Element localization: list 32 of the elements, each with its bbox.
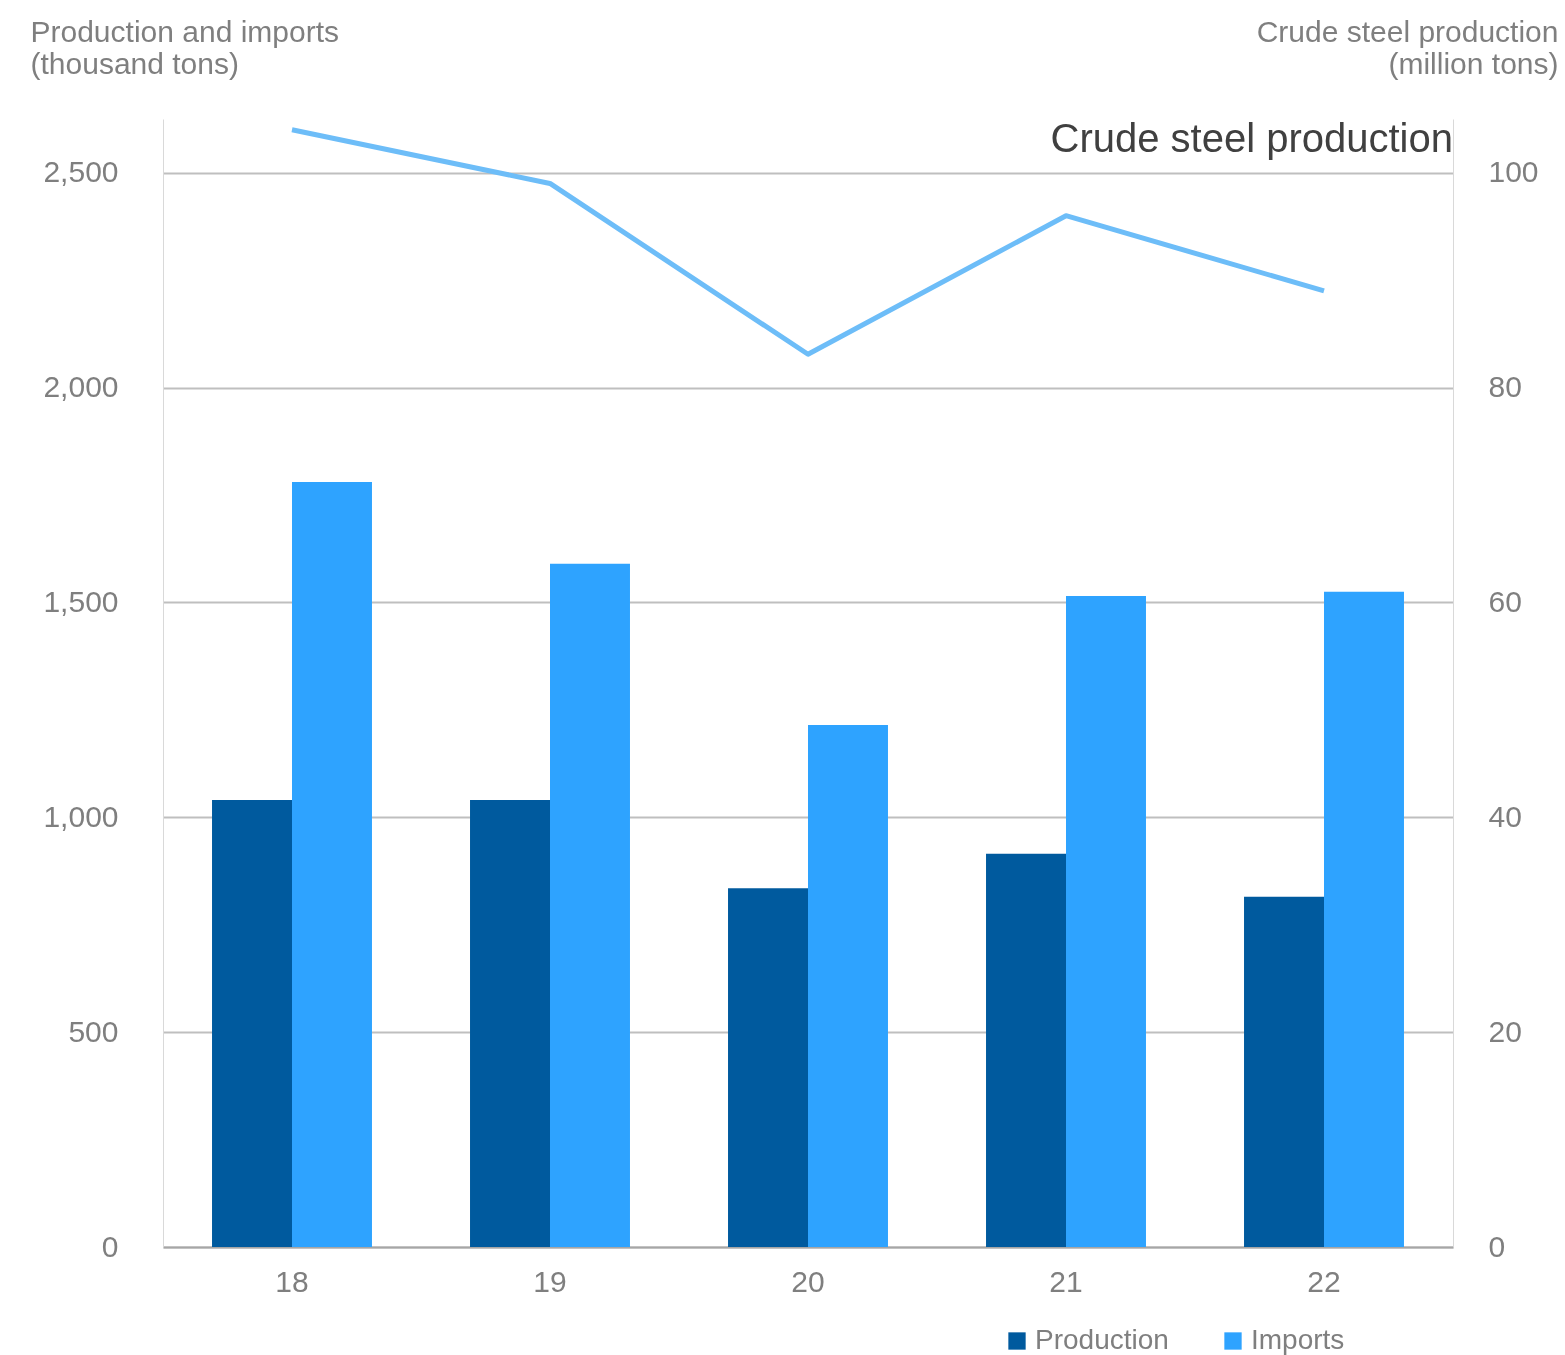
x-tick-label: 21 <box>1049 1264 1083 1298</box>
y-axis-title: Production and imports (thousand tons) <box>30 14 339 80</box>
legend-label: Imports <box>1251 1324 1345 1355</box>
bar <box>550 563 630 1247</box>
bar <box>1324 591 1404 1247</box>
y2-tick-label: 60 <box>1488 584 1522 618</box>
y2-tick-label: 40 <box>1488 799 1522 833</box>
x-tick-label: 20 <box>791 1264 825 1298</box>
bar <box>986 853 1066 1247</box>
series-label: Crude steel production <box>1050 116 1453 160</box>
y-tick-label: 500 <box>68 1014 119 1048</box>
y2-tick-label: 0 <box>1488 1229 1506 1263</box>
bar <box>808 724 888 1247</box>
x-tick-label: 22 <box>1307 1264 1341 1298</box>
y2-tick-label: 100 <box>1488 155 1539 189</box>
y2-tick-label: 20 <box>1488 1014 1522 1048</box>
bar <box>292 482 372 1247</box>
bar <box>728 888 808 1247</box>
x-tick-label: 19 <box>533 1264 567 1298</box>
legend-label: Production <box>1035 1324 1169 1355</box>
y-tick-label: 1,000 <box>43 799 119 833</box>
x-tick-label: 18 <box>275 1264 309 1298</box>
bar <box>1066 595 1146 1247</box>
bar <box>1244 896 1324 1247</box>
y-tick-label: 0 <box>101 1229 119 1263</box>
y2-axis-title: Crude steel production (million tons) <box>1256 14 1559 80</box>
y-tick-label: 2,000 <box>43 370 119 404</box>
y-tick-label: 1,500 <box>43 584 119 618</box>
bar <box>470 800 550 1247</box>
bar <box>212 800 292 1247</box>
y-tick-label: 2,500 <box>43 155 119 189</box>
y2-tick-label: 80 <box>1488 370 1522 404</box>
